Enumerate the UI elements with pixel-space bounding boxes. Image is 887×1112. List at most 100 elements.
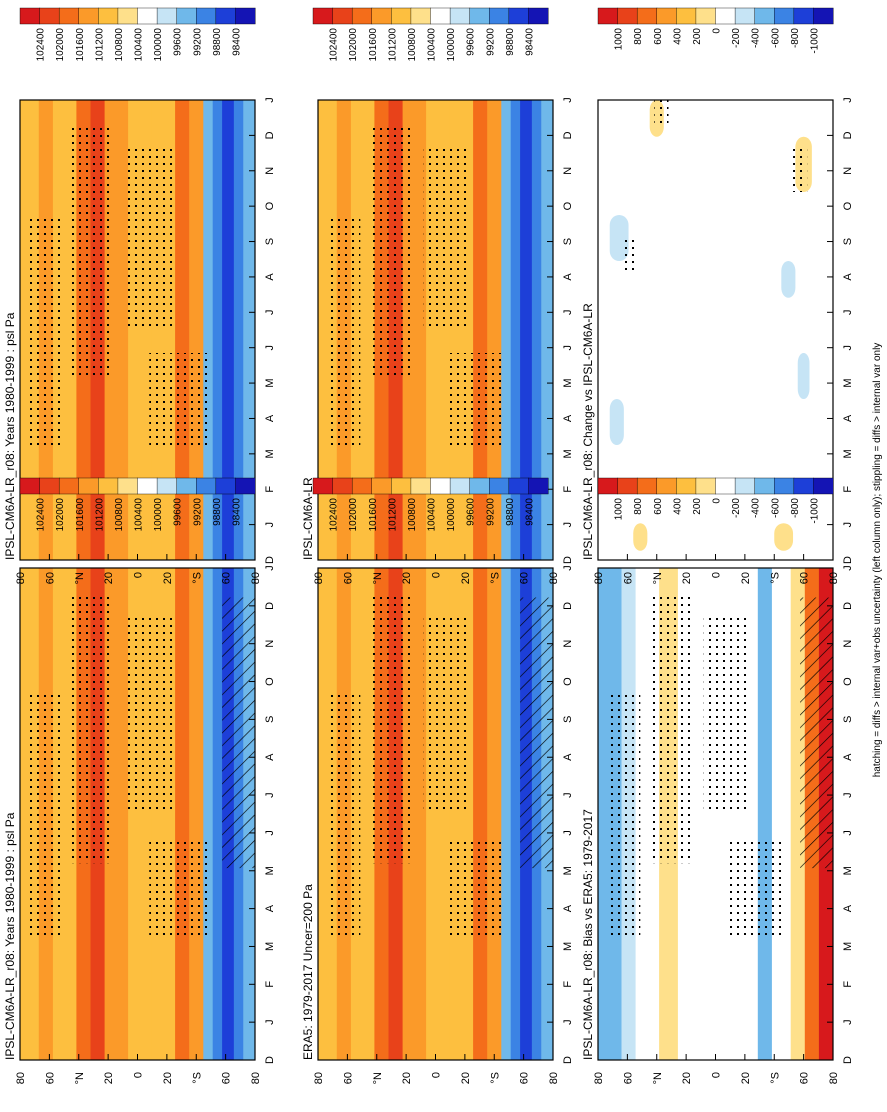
month-tick-label: M [562, 942, 574, 951]
colorbar-label: 101200 [387, 28, 398, 62]
field-band [531, 100, 542, 560]
colorbar-swatch [98, 477, 119, 495]
field-band [233, 100, 244, 560]
month-tick-label: D [562, 1056, 574, 1064]
hatching [520, 597, 553, 869]
field-band [520, 100, 533, 560]
field-band [487, 568, 502, 1060]
colorbar-label: 100800 [114, 498, 125, 532]
colorbar-swatch [351, 7, 373, 25]
panel-5: 80 60 °N 20 0 20 °S 60 80DJFMAMJJASONDJIPSL-CM6A… [581, 565, 854, 1084]
lat-tick-label: 80 [828, 1072, 840, 1084]
colorbar-label: 98400 [231, 28, 242, 56]
stippling [149, 838, 208, 937]
month-tick-label: O [264, 201, 276, 210]
lat-tick-label: 80 [313, 1072, 325, 1084]
field-band [541, 100, 554, 560]
lat-tick-label: 80 [250, 1072, 262, 1084]
month-tick-label: S [264, 716, 276, 723]
colorbar-swatch [469, 477, 490, 495]
month-tick-label: J [264, 830, 276, 836]
month-tick-label: F [842, 486, 854, 493]
month-tick-label: N [842, 640, 854, 648]
stippling [447, 353, 506, 445]
colorbar: 102400 102000 101600 101200 100800 100400 1000… [312, 477, 549, 532]
colorbar-label: 0 [712, 28, 723, 34]
month-tick-label: M [842, 866, 854, 875]
field-band [501, 568, 512, 1060]
colorbar-label: 102400 [329, 28, 340, 62]
panel-title: IPSL-CM6A-LR_r08: Years 1980-1999 : psl … [3, 812, 17, 1060]
month-tick-label: S [562, 716, 574, 723]
colorbar-swatch [734, 7, 756, 25]
colorbar-swatch [430, 477, 451, 495]
stippling [71, 123, 114, 376]
field-band [212, 568, 223, 1060]
month-tick-label: M [264, 378, 276, 387]
month-tick-label: D [264, 1056, 276, 1064]
field-band [757, 568, 773, 1060]
colorbar-label: 101200 [387, 498, 398, 532]
month-tick-label: D [562, 602, 574, 610]
field-band [771, 568, 792, 1060]
month-tick-label: S [842, 716, 854, 723]
field-band [212, 100, 223, 560]
panel-1: 80 60 °N 20 0 20 °S 60 80DJFMAMJJASONDJIPSL-CM6A… [3, 565, 276, 1084]
colorbar-swatch [117, 7, 138, 25]
colorbar-swatch [449, 7, 471, 25]
colorbar-swatch [528, 477, 549, 495]
colorbar-label: 102000 [348, 28, 359, 62]
lat-tick-label: 80 [15, 1072, 27, 1084]
stippling [447, 838, 506, 937]
lat-tick-label: 0 [431, 572, 443, 578]
month-tick-label: J [842, 565, 854, 571]
month-tick-label: S [562, 238, 574, 245]
colorbar-swatch [78, 477, 99, 495]
month-tick-label: J [562, 565, 574, 571]
colorbar-swatch [469, 7, 490, 25]
month-tick-label: J [562, 522, 574, 528]
month-tick-label: J [842, 1019, 854, 1024]
month-tick-label: A [562, 414, 574, 422]
colorbar-label: 100000 [446, 498, 457, 532]
lat-tick-label: 60 [799, 572, 811, 584]
month-tick-label: N [264, 167, 276, 175]
field-band [189, 568, 204, 1060]
month-tick-label: J [842, 792, 854, 798]
lat-tick-label: °S [769, 572, 781, 584]
month-tick-label: A [842, 753, 854, 761]
colorbar-swatch [449, 477, 471, 495]
month-tick-label: J [842, 310, 854, 316]
colorbar-swatch [734, 477, 756, 495]
colorbar-swatch [176, 7, 197, 25]
panel-title: ERA5: 1979-2017 Uncer=200 Pa [301, 884, 315, 1060]
colorbar: 102400 102000 101600 101200 100800 100400 1000… [312, 7, 549, 62]
colorbar-label: 102400 [329, 498, 340, 532]
colorbar-swatch [508, 7, 529, 25]
colorbar-label: 102000 [55, 498, 66, 532]
colorbar-label: -400 [751, 28, 762, 48]
colorbar-swatch [528, 7, 549, 25]
colorbar-swatch [597, 7, 619, 25]
stippling [29, 215, 63, 445]
month-tick-label: J [842, 345, 854, 351]
month-tick-label: D [264, 556, 276, 564]
lat-tick-label: 80 [828, 572, 840, 584]
colorbar-label: 800 [633, 28, 644, 45]
colorbar: 1000 800 600 400 200 0 -200 -400 -600 -800 -1000 [597, 477, 834, 524]
colorbar-label: 0 [712, 498, 723, 504]
lat-tick-label: 20 [740, 1072, 752, 1084]
colorbar-swatch [636, 7, 658, 25]
lat-tick-label: °N [372, 572, 384, 584]
colorbar-swatch [312, 477, 334, 495]
month-tick-label: M [562, 866, 574, 875]
colorbar-swatch [695, 7, 717, 25]
hatching [800, 597, 833, 869]
colorbar-swatch [332, 7, 353, 25]
lat-tick-label: 60 [44, 572, 56, 584]
field-band [203, 100, 214, 560]
month-tick-label: A [562, 904, 574, 912]
hatching [222, 597, 255, 869]
colorbar-label: 101200 [94, 498, 105, 532]
